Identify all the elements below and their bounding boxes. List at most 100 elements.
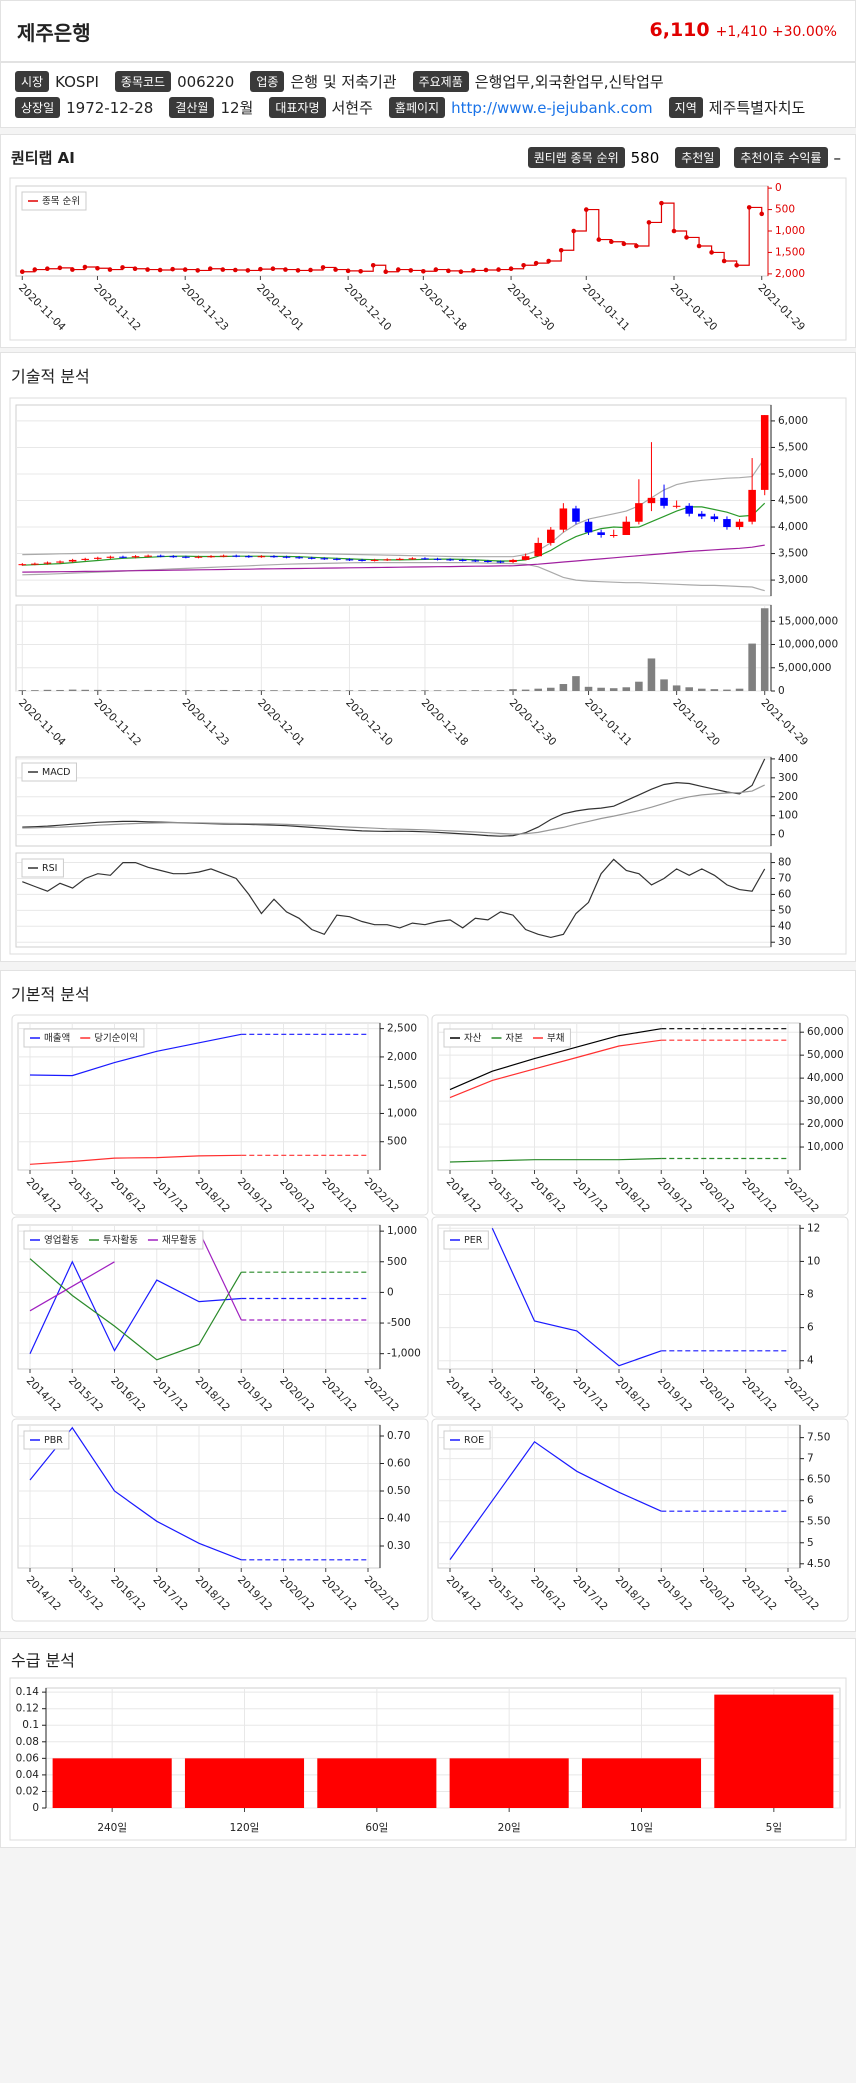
legend-label: 종목 순위: [42, 195, 80, 207]
bar: [106, 690, 115, 691]
info-label: 홈페이지: [388, 97, 446, 118]
candle-body: [672, 505, 681, 507]
y-tick-label: 1,000: [387, 1107, 417, 1119]
marker: [659, 200, 664, 206]
x-tick-label: 2020-11-12: [91, 282, 143, 334]
candle-body: [547, 529, 555, 543]
x-tick-label: 2021-01-29: [758, 697, 810, 749]
candle-body: [56, 561, 64, 563]
x-tick-label: 2021/12: [740, 1375, 779, 1414]
bar: [660, 679, 668, 691]
bar: [94, 689, 102, 691]
y-tick-label: 100: [778, 810, 798, 822]
bar: [748, 643, 756, 691]
chart-frame: [431, 1216, 849, 1418]
candle-body: [345, 559, 354, 561]
y-tick-label: 50: [778, 904, 791, 916]
y-tick-label: 4.50: [807, 1558, 830, 1570]
y-tick-label: 6,000: [778, 415, 808, 427]
y-tick-label: 30,000: [807, 1095, 844, 1107]
series-line: [449, 1039, 662, 1099]
candle-body: [622, 521, 631, 535]
y-tick-label: -1,000: [387, 1348, 421, 1360]
plot-area: [15, 756, 772, 847]
candle-body: [408, 558, 417, 560]
info-value: 006220: [177, 72, 235, 91]
legend-box: [443, 1430, 491, 1450]
series-line: [29, 1260, 242, 1354]
legend-box: [443, 1028, 571, 1048]
x-tick-label: 60일: [365, 1821, 388, 1834]
homepage-link[interactable]: http://www.e-jejubank.com: [451, 98, 653, 117]
x-tick-label: 2021-01-11: [580, 282, 632, 334]
bar: [509, 689, 517, 691]
marker: [483, 267, 489, 273]
ai-title: 퀀티랩 AI: [11, 149, 75, 167]
marker: [157, 267, 163, 273]
chart-frame: [11, 1418, 429, 1622]
bar: [572, 676, 580, 691]
y-tick-label: 10,000: [807, 1141, 844, 1153]
y-tick-label: 40: [778, 920, 791, 932]
marker: [145, 267, 150, 272]
bar: [622, 687, 631, 691]
marker: [721, 258, 727, 264]
candle-body: [760, 415, 769, 490]
candle-body: [559, 508, 568, 530]
bar: [383, 690, 391, 691]
y-tick-label: 500: [387, 1136, 407, 1148]
marker: [621, 241, 627, 247]
marker: [132, 266, 138, 272]
x-tick-label: 2016/12: [528, 1375, 567, 1414]
bar: [458, 690, 467, 691]
bar: [156, 690, 165, 691]
marker: [233, 267, 238, 273]
bar: [131, 690, 140, 691]
y-tick-label: 200: [778, 791, 798, 803]
marker: [634, 243, 639, 249]
marker: [95, 265, 100, 271]
bar: [408, 690, 417, 691]
y-tick-label: 0.02: [16, 1785, 39, 1797]
marker: [45, 266, 50, 272]
bar: [257, 690, 266, 691]
x-tick-label: 2016/12: [108, 1375, 147, 1414]
candle-body: [433, 558, 442, 560]
marker: [596, 237, 602, 242]
marker: [458, 269, 464, 275]
y-tick-label: 0.08: [16, 1736, 39, 1748]
step-segment: [661, 202, 675, 231]
marker: [308, 267, 313, 273]
marker: [408, 268, 414, 273]
chart-frame: [11, 1014, 429, 1216]
bar: [169, 690, 178, 691]
x-tick-label: 2014/12: [24, 1375, 63, 1414]
bar: [760, 608, 769, 691]
y-tick-label: 0.40: [387, 1513, 410, 1525]
y-tick-label: 0.06: [16, 1752, 40, 1764]
price: 6,110: [649, 19, 710, 41]
x-tick-label: 2014/12: [444, 1176, 483, 1215]
plot-area: [15, 604, 772, 692]
bar: [56, 689, 64, 691]
change-pct: +30.00%: [771, 24, 837, 40]
y-tick-label: 2,500: [387, 1023, 417, 1035]
bar: [609, 688, 618, 691]
chart-frame: [9, 397, 847, 955]
bar: [723, 689, 731, 691]
bar: [358, 690, 366, 691]
section-title: 기본적 분석: [11, 985, 90, 1004]
x-tick-label: 2018/12: [613, 1375, 652, 1414]
x-tick-label: 2020-12-30: [505, 282, 557, 334]
y-tick-label: 0.50: [387, 1485, 410, 1497]
candle-body: [131, 556, 140, 558]
x-tick-label: 2016/12: [528, 1574, 567, 1613]
marker: [70, 267, 75, 272]
bar: [31, 690, 39, 691]
x-tick-label: 2019/12: [655, 1176, 694, 1215]
y-tick-label: 500: [775, 204, 795, 216]
y-tick-label: 60,000: [807, 1026, 844, 1038]
candle-body: [609, 534, 618, 536]
x-tick-label: 2020/12: [277, 1176, 316, 1215]
